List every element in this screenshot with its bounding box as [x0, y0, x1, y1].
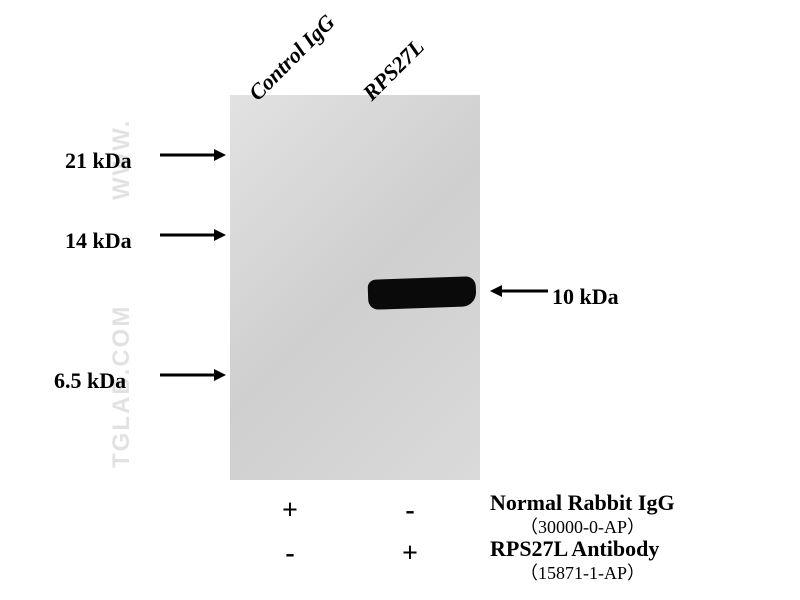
protein-band — [368, 276, 477, 310]
marker-21kda: 21 kDa — [65, 148, 132, 174]
marker-6.5kda: 6.5 kDa — [54, 368, 126, 394]
label-rps27l-ab-cat: （15871-1-AP） — [520, 559, 645, 585]
band-arrow — [490, 281, 550, 306]
band-label-10kda: 10 kDa — [552, 284, 619, 310]
marker-arrow-14 — [158, 225, 228, 250]
marker-arrow-21 — [158, 145, 228, 170]
pm-0-0: + — [275, 495, 305, 527]
lane-label-control: Control IgG — [244, 9, 341, 106]
pm-1-1: + — [395, 538, 425, 570]
pm-1-0: - — [395, 495, 425, 527]
marker-14kda: 14 kDa — [65, 228, 132, 254]
marker-arrow-6.5 — [158, 365, 228, 390]
figure-container: WWW. TGLAB.COM Control IgG RPS27L 21 kDa… — [0, 0, 800, 600]
pm-0-1: - — [275, 538, 305, 570]
